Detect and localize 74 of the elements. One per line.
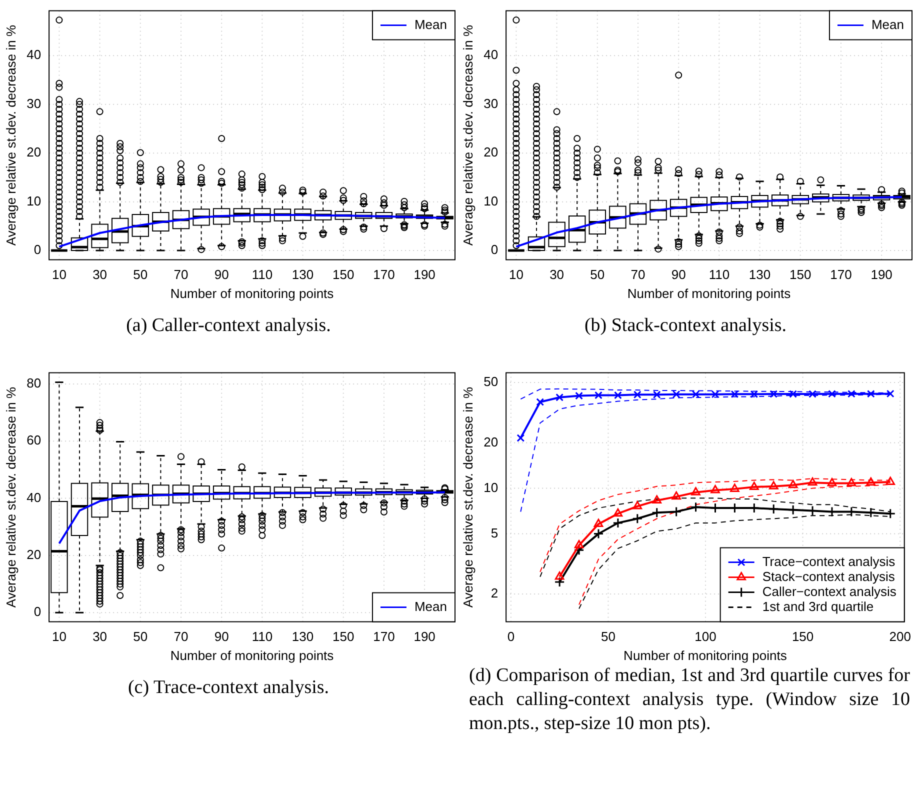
y-tick-label: 20: [26, 547, 42, 562]
y-tick-label: 20: [484, 144, 498, 160]
x-axis-title: Number of monitoring points: [624, 648, 788, 663]
x-tick-label: 190: [414, 267, 436, 282]
y-tick-label: 80: [26, 376, 42, 391]
x-tick-label: 50: [600, 629, 616, 644]
x-tick-label: 110: [708, 267, 730, 282]
text: (b) Stack-context analysis.: [583, 314, 788, 338]
x-tick-label: 50: [133, 629, 148, 644]
x-tick-label: 70: [174, 629, 188, 644]
y-tick-label: 30: [484, 96, 498, 111]
y-tick-label: 40: [26, 47, 42, 62]
text: (a) Caller-context analysis.: [125, 314, 332, 338]
x-tick-label: 130: [748, 267, 771, 282]
x-tick-label: 130: [292, 629, 314, 644]
y-axis-title: Average relative st.dev. decrease in %: [460, 24, 476, 246]
x-tick-label: 200: [889, 629, 911, 644]
y-tick-label: 60: [26, 432, 42, 448]
legend-label: Mean: [871, 16, 904, 32]
y-tick-label: 10: [484, 193, 498, 208]
y-tick-label: 0: [490, 242, 498, 258]
y-tick-label: 0: [34, 242, 42, 258]
y-tick-label: 20: [484, 434, 498, 450]
x-tick-label: 150: [792, 629, 814, 644]
text: (c) Trace-context analysis.: [126, 676, 330, 700]
x-tick-label: 150: [332, 267, 354, 282]
x-tick-label: 50: [133, 267, 148, 282]
y-tick-label: 10: [484, 480, 498, 495]
y-tick-label: 20: [26, 144, 42, 160]
x-tick-label: 90: [214, 629, 229, 644]
x-tick-label: 10: [52, 267, 66, 282]
x-axis-title: Number of monitoring points: [170, 648, 334, 663]
x-axis-title: Number of monitoring points: [627, 286, 792, 301]
x-tick-label: 110: [252, 267, 273, 282]
y-axis-title: Average relative st.dev. decrease in %: [3, 24, 18, 246]
x-tick-label: 50: [590, 267, 605, 282]
y-tick-label: 5: [490, 525, 498, 540]
y-axis-title: Average relative st.dev. decrease in %: [3, 386, 18, 608]
x-tick-label: 90: [214, 267, 229, 282]
x-tick-label: 10: [508, 267, 524, 282]
legend-label: 1st and 3rd quartile: [762, 598, 874, 614]
legend-label: Stack−context analysis: [762, 568, 896, 584]
x-tick-label: 150: [332, 629, 354, 644]
legend-label: Mean: [414, 598, 448, 614]
x-tick-label: 0: [507, 629, 515, 644]
x-tick-label: 150: [790, 267, 812, 282]
x-tick-label: 170: [373, 629, 395, 644]
x-tick-label: 110: [252, 629, 273, 644]
x-tick-label: 170: [830, 267, 852, 282]
y-tick-label: 30: [26, 96, 42, 111]
y-tick-label: 2: [490, 586, 498, 601]
text: (d) Comparison of median, 1st and 3rd quartile curves for each calling-context analysis type. (Window size 10 mon.pts., step-size 10 mon pts).: [468, 664, 911, 736]
x-tick-label: 100: [694, 629, 716, 644]
x-axis-title: Number of monitoring points: [170, 286, 334, 301]
x-tick-label: 190: [414, 629, 436, 644]
x-tick-label: 30: [550, 267, 564, 282]
x-tick-label: 30: [92, 267, 108, 282]
y-tick-label: 40: [484, 47, 498, 62]
y-tick-label: 0: [34, 604, 42, 620]
legend-label: Mean: [414, 16, 448, 32]
x-tick-label: 70: [174, 267, 188, 282]
x-tick-label: 170: [373, 267, 395, 282]
legend-label: Trace−context analysis: [762, 554, 896, 569]
y-tick-label: 40: [26, 490, 42, 505]
x-tick-label: 30: [92, 629, 108, 644]
x-tick-label: 70: [630, 267, 646, 282]
x-tick-label: 130: [292, 267, 314, 282]
x-tick-label: 90: [671, 267, 686, 282]
y-axis-title: Average relative st.dev. decrease in %: [460, 386, 476, 608]
y-tick-label: 50: [484, 374, 498, 390]
y-tick-label: 10: [26, 193, 42, 208]
legend-label: Caller−context analysis: [762, 584, 897, 599]
x-tick-label: 190: [870, 267, 892, 282]
x-tick-label: 10: [52, 629, 66, 644]
